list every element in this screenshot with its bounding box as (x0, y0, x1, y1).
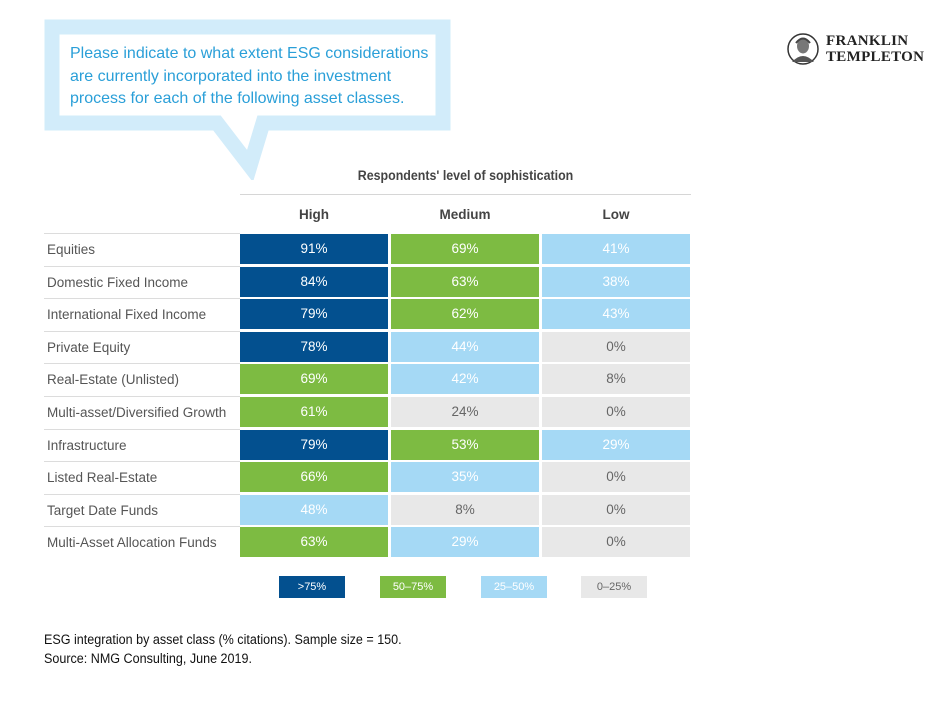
row-divider (44, 396, 240, 397)
logo-line-1: FRANKLIN (826, 33, 909, 49)
logo-wordmark: FRANKLIN TEMPLETON (826, 33, 924, 65)
row-divider (44, 233, 240, 234)
row-divider (44, 429, 240, 430)
cell-multi-asset-allocation-funds-low: 0% (542, 527, 690, 557)
column-header-high: High (299, 207, 329, 222)
question-callout (44, 19, 451, 180)
cell-real-estate-unlisted-high: 69% (240, 364, 388, 394)
franklin-templeton-logo: FRANKLIN TEMPLETON (786, 32, 936, 68)
cell-multi-asset-allocation-funds-medium: 29% (391, 527, 539, 557)
row-label-private-equity: Private Equity (47, 340, 131, 355)
legend-swatch-low: 25–50% (481, 576, 547, 598)
row-divider (44, 298, 240, 299)
cell-private-equity-medium: 44% (391, 332, 539, 362)
cell-private-equity-high: 78% (240, 332, 388, 362)
cell-domestic-fixed-income-medium: 63% (391, 267, 539, 297)
cell-listed-real-estate-low: 0% (542, 462, 690, 492)
franklin-portrait-icon (787, 33, 819, 65)
legend-swatch-none: 0–25% (581, 576, 647, 598)
source-line: Source: NMG Consulting, June 2019. (44, 651, 252, 666)
cell-international-fixed-income-medium: 62% (391, 299, 539, 329)
row-label-infrastructure: Infrastructure (47, 438, 127, 453)
cell-real-estate-unlisted-low: 8% (542, 364, 690, 394)
row-divider (44, 526, 240, 527)
cell-multi-asset-allocation-funds-high: 63% (240, 527, 388, 557)
cell-multi-asset-diversified-growth-medium: 24% (391, 397, 539, 427)
row-divider (44, 266, 240, 267)
cell-equities-high: 91% (240, 234, 388, 264)
row-divider (44, 494, 240, 495)
cell-real-estate-unlisted-medium: 42% (391, 364, 539, 394)
cell-target-date-funds-low: 0% (542, 495, 690, 525)
column-header-low: Low (602, 207, 630, 222)
row-label-real-estate-unlisted: Real-Estate (Unlisted) (47, 372, 180, 387)
cell-listed-real-estate-high: 66% (240, 462, 388, 492)
cell-domestic-fixed-income-high: 84% (240, 267, 388, 297)
row-label-multi-asset-allocation-funds: Multi-Asset Allocation Funds (47, 535, 217, 550)
cell-listed-real-estate-medium: 35% (391, 462, 539, 492)
row-label-multi-asset-diversified-growth: Multi-asset/Diversified Growth (47, 405, 227, 420)
caption: ESG integration by asset class (% citati… (44, 632, 402, 647)
row-label-international-fixed-income: International Fixed Income (47, 307, 207, 322)
cell-domestic-fixed-income-low: 38% (542, 267, 690, 297)
cell-target-date-funds-high: 48% (240, 495, 388, 525)
cell-infrastructure-low: 29% (542, 430, 690, 460)
table-supertitle: Respondents' level of sophistication (357, 168, 574, 183)
column-header-medium: Medium (439, 207, 491, 222)
supertitle-divider (240, 194, 691, 195)
cell-target-date-funds-medium: 8% (391, 495, 539, 525)
cell-equities-low: 41% (542, 234, 690, 264)
legend-swatch-mid: 50–75% (380, 576, 446, 598)
logo-line-2: TEMPLETON (826, 49, 925, 65)
cell-international-fixed-income-low: 43% (542, 299, 690, 329)
cell-multi-asset-diversified-growth-low: 0% (542, 397, 690, 427)
row-label-listed-real-estate: Listed Real-Estate (47, 470, 158, 485)
cell-equities-medium: 69% (391, 234, 539, 264)
cell-multi-asset-diversified-growth-high: 61% (240, 397, 388, 427)
row-divider (44, 363, 240, 364)
survey-question: Please indicate to what extent ESG consi… (70, 45, 429, 107)
row-label-equities: Equities (47, 242, 96, 257)
row-label-domestic-fixed-income: Domestic Fixed Income (47, 275, 189, 290)
row-divider (44, 331, 240, 332)
cell-international-fixed-income-high: 79% (240, 299, 388, 329)
cell-private-equity-low: 0% (542, 332, 690, 362)
cell-infrastructure-medium: 53% (391, 430, 539, 460)
row-divider (44, 461, 240, 462)
row-label-target-date-funds: Target Date Funds (47, 503, 159, 518)
cell-infrastructure-high: 79% (240, 430, 388, 460)
legend-swatch-high: >75% (279, 576, 345, 598)
chart-notes: ESG integration by asset class (% citati… (44, 630, 429, 668)
